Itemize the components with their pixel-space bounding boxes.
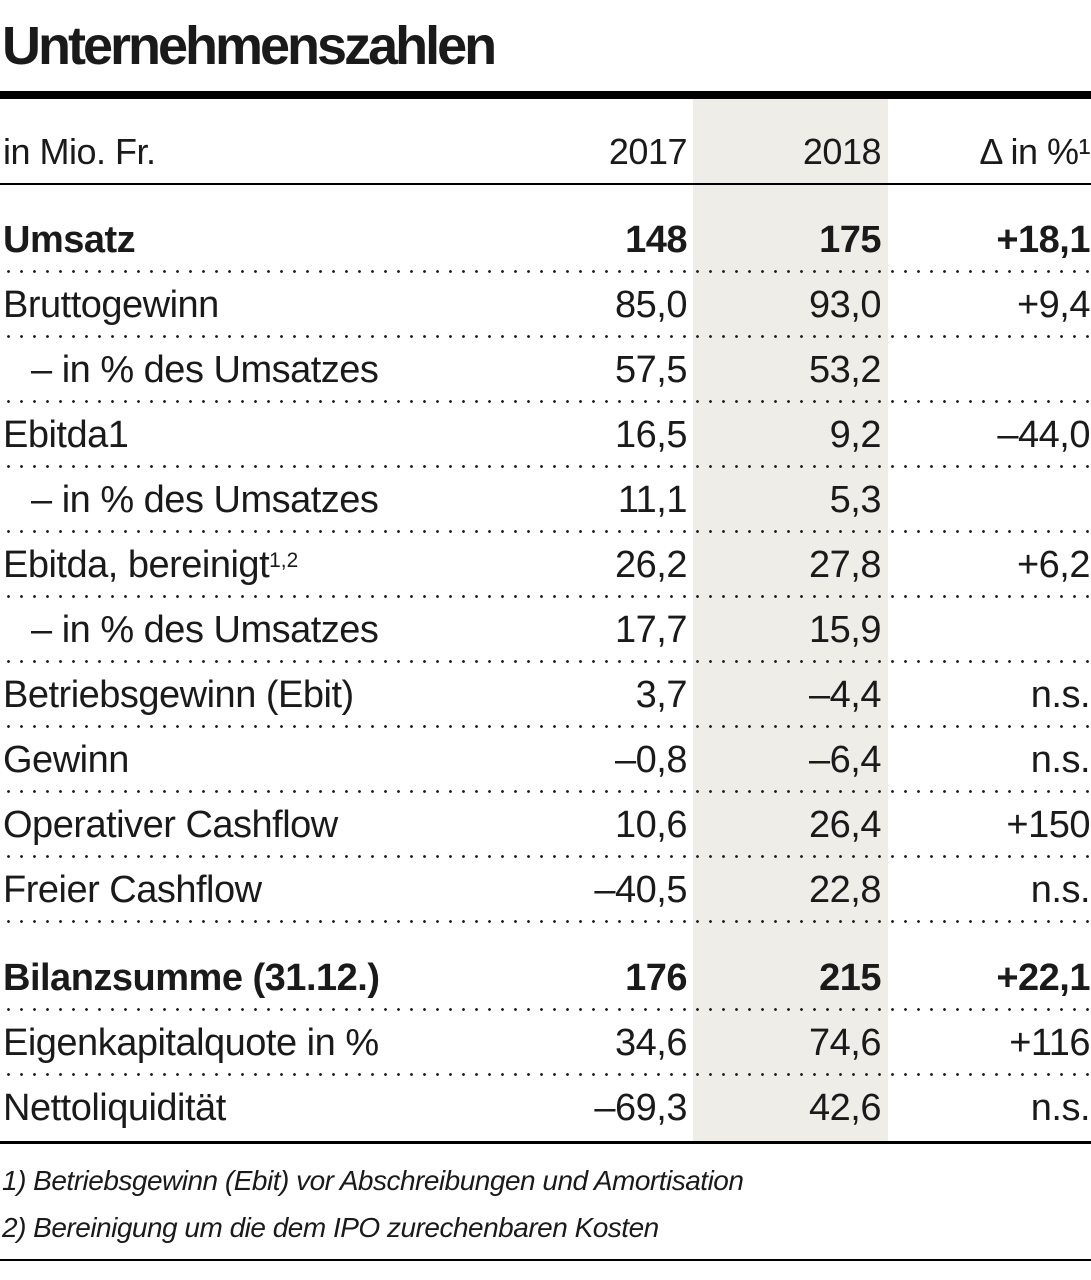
table-row: Umsatz 148 175 +18,1	[0, 208, 1091, 274]
column-highlight-2018	[693, 99, 888, 1145]
table-row: Bruttogewinn 85,0 93,0 +9,4	[0, 273, 1091, 339]
table-row: Gewinn –0,8 –6,4 n.s.	[0, 728, 1091, 794]
value-2018: 53,2	[809, 349, 881, 392]
value-delta: n.s.	[1030, 674, 1091, 717]
row-label: Bilanzsumme (31.12.)	[3, 957, 380, 1000]
row-label: – in % des Umsatzes	[31, 609, 379, 652]
value-2017: –0,8	[615, 739, 687, 782]
table-bottom-rule	[0, 1141, 1091, 1145]
page-title: Unternehmenszahlen	[2, 16, 497, 76]
value-2017: 3,7	[635, 674, 688, 717]
value-2018: –6,4	[809, 739, 881, 782]
table-row: – in % des Umsatzes 17,7 15,9	[0, 598, 1091, 664]
table-row: Ebitda, bereinigt1,2 26,2 27,8 +6,2	[0, 533, 1091, 599]
row-label: Freier Cashflow	[3, 869, 262, 912]
value-delta: +22,1	[996, 957, 1090, 1000]
value-2018: 26,4	[809, 804, 881, 847]
table-row: – in % des Umsatzes 57,5 53,2	[0, 338, 1091, 404]
value-2017: 16,5	[615, 414, 687, 457]
value-2018: –4,4	[809, 674, 881, 717]
row-label: Umsatz	[3, 219, 136, 262]
value-delta: n.s.	[1030, 1087, 1091, 1130]
row-label: – in % des Umsatzes	[31, 479, 379, 522]
table-row: Nettoliquidität –69,3 42,6 n.s.	[0, 1076, 1091, 1141]
bottom-rule	[0, 1259, 1091, 1262]
value-2017: –40,5	[594, 869, 687, 912]
row-label: – in % des Umsatzes	[31, 349, 379, 392]
table-row: Ebitda1 16,5 9,2 –44,0	[0, 403, 1091, 469]
row-label: Eigenkapitalquote in %	[3, 1022, 379, 1065]
table-row: Freier Cashflow –40,5 22,8 n.s.	[0, 858, 1091, 924]
footnote-1: 1) Betriebsgewinn (Ebit) vor Abschreibun…	[2, 1165, 744, 1197]
header-rule	[0, 183, 1091, 186]
column-header-2017: 2017	[608, 131, 688, 173]
value-2017: 85,0	[615, 284, 687, 327]
table-body: Umsatz 148 175 +18,1 Bruttogewinn 85,0 9…	[0, 208, 1091, 1141]
value-2017: 10,6	[615, 804, 687, 847]
column-header-delta: Δ in %¹	[979, 131, 1090, 173]
value-2018: 27,8	[809, 544, 881, 587]
unit-label: in Mio. Fr.	[3, 131, 156, 173]
value-2018: 9,2	[829, 414, 882, 457]
value-2018: 74,6	[809, 1022, 881, 1065]
value-2018: 15,9	[809, 609, 881, 652]
value-2018: 5,3	[829, 479, 882, 522]
value-delta: +9,4	[1016, 284, 1091, 327]
table-row: Bilanzsumme (31.12.) 176 215 +22,1	[0, 946, 1091, 1012]
table-header: in Mio. Fr. 2017 2018 Δ in %¹	[0, 99, 1091, 183]
value-delta: +116	[1009, 1022, 1090, 1065]
value-delta: +150	[1006, 804, 1090, 847]
value-delta: n.s.	[1030, 869, 1091, 912]
row-label: Bruttogewinn	[3, 284, 219, 327]
value-2017: 26,2	[615, 544, 687, 587]
row-label: Ebitda1	[3, 414, 129, 457]
row-label: Ebitda, bereinigt1,2	[3, 544, 299, 587]
value-2018: 42,6	[809, 1087, 881, 1130]
value-2017: –69,3	[594, 1087, 687, 1130]
value-2018: 22,8	[809, 869, 881, 912]
value-delta: n.s.	[1030, 739, 1091, 782]
footnote-2: 2) Bereinigung um die dem IPO zurechenba…	[2, 1212, 659, 1244]
table-row: Operativer Cashflow 10,6 26,4 +150	[0, 793, 1091, 859]
value-delta: +6,2	[1016, 544, 1091, 587]
figures-table: in Mio. Fr. 2017 2018 Δ in %¹ Umsatz 148…	[0, 99, 1091, 1145]
table-row: Betriebsgewinn (Ebit) 3,7 –4,4 n.s.	[0, 663, 1091, 729]
value-2017: 148	[625, 219, 687, 262]
table-row: – in % des Umsatzes 11,1 5,3	[0, 468, 1091, 534]
value-2017: 34,6	[615, 1022, 687, 1065]
value-2017: 176	[625, 957, 687, 1000]
value-2017: 17,7	[615, 609, 687, 652]
footnotes: 1) Betriebsgewinn (Ebit) vor Abschreibun…	[0, 1144, 1091, 1251]
value-delta: –44,0	[997, 414, 1090, 457]
column-header-2018: 2018	[802, 131, 882, 173]
row-label: Operativer Cashflow	[3, 804, 338, 847]
row-label: Betriebsgewinn (Ebit)	[3, 674, 354, 717]
row-label: Nettoliquidität	[3, 1087, 226, 1130]
row-label: Gewinn	[3, 739, 129, 782]
value-delta: +18,1	[996, 219, 1090, 262]
value-2018: 215	[819, 957, 881, 1000]
title-rule	[0, 91, 1091, 100]
value-2018: 93,0	[809, 284, 881, 327]
table-row: Eigenkapitalquote in % 34,6 74,6 +116	[0, 1011, 1091, 1077]
value-2017: 11,1	[617, 479, 688, 522]
value-2017: 57,5	[615, 349, 687, 392]
value-2018: 175	[819, 219, 881, 262]
